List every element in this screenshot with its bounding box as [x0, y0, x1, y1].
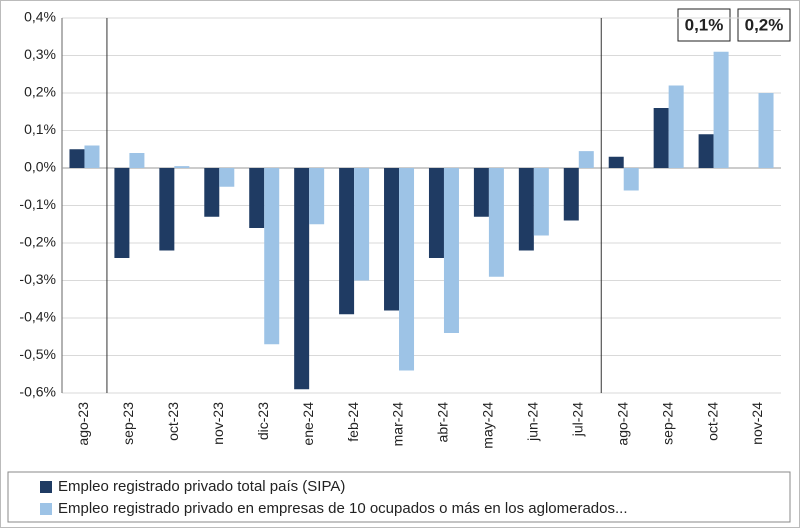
- annotation-box: [677, 8, 731, 42]
- x-tick-label: feb-24: [345, 402, 361, 442]
- bar: [219, 168, 235, 187]
- y-tick-label: 0,1%: [24, 121, 56, 137]
- bar: [623, 168, 639, 191]
- bar: [159, 168, 175, 251]
- bar: [264, 168, 280, 345]
- bar: [518, 168, 534, 251]
- y-tick-label: -0,2%: [19, 234, 56, 250]
- bar: [354, 168, 370, 281]
- y-tick-label: -0,5%: [19, 346, 56, 362]
- annotation: 0,1%: [685, 15, 724, 34]
- x-tick-label: sep-23: [120, 402, 136, 445]
- bar: [563, 168, 579, 221]
- bar: [174, 166, 190, 168]
- bar: [294, 168, 310, 390]
- bar: [713, 51, 729, 168]
- x-tick-label: jun-24: [525, 402, 541, 442]
- y-tick-label: 0,3%: [24, 46, 56, 62]
- bar: [653, 108, 669, 168]
- x-tick-label: may-24: [480, 402, 496, 449]
- bar: [204, 168, 220, 217]
- y-tick-label: 0,2%: [24, 84, 56, 100]
- y-tick-label: 0,0%: [24, 159, 56, 175]
- bar: [339, 168, 355, 315]
- bar: [488, 168, 504, 277]
- x-tick-label: jul-24: [569, 402, 585, 437]
- x-tick-label: mar-24: [390, 402, 406, 447]
- x-tick-label: ago-23: [75, 402, 91, 446]
- bar: [608, 156, 624, 168]
- x-tick-label: oct-23: [165, 402, 181, 441]
- x-tick-label: ago-24: [614, 402, 630, 446]
- bar: [129, 153, 145, 168]
- bar: [384, 168, 400, 311]
- bar: [473, 168, 489, 217]
- annotation: 0,2%: [745, 15, 784, 34]
- x-tick-label: dic-23: [255, 402, 271, 440]
- bar: [578, 151, 594, 168]
- bar: [668, 85, 684, 168]
- x-tick-label: ene-24: [300, 402, 316, 446]
- bar: [114, 168, 130, 258]
- bar: [84, 145, 100, 168]
- bar: [698, 134, 714, 168]
- bar: [399, 168, 415, 371]
- y-tick-label: -0,4%: [19, 309, 56, 325]
- legend-label: Empleo registrado privado total país (SI…: [58, 478, 345, 495]
- bar: [443, 168, 459, 333]
- x-tick-label: oct-24: [704, 402, 720, 441]
- legend-swatch: [40, 481, 52, 493]
- bar: [758, 93, 774, 168]
- x-tick-label: sep-24: [659, 402, 675, 445]
- x-tick-label: abr-24: [435, 402, 451, 443]
- legend-box: [7, 471, 791, 523]
- bar: [428, 168, 444, 258]
- y-tick-label: -0,3%: [19, 271, 56, 287]
- x-tick-label: nov-24: [749, 402, 765, 445]
- bar: [533, 168, 549, 236]
- bar: [69, 149, 85, 168]
- y-tick-label: -0,1%: [19, 196, 56, 212]
- bar: [309, 168, 325, 225]
- y-tick-label: -0,6%: [19, 384, 56, 400]
- legend-swatch: [40, 503, 52, 515]
- y-tick-label: 0,4%: [24, 9, 56, 25]
- legend-label: Empleo registrado privado en empresas de…: [58, 500, 628, 517]
- annotation-box: [737, 8, 791, 42]
- bar: [249, 168, 265, 228]
- x-tick-label: nov-23: [210, 402, 226, 445]
